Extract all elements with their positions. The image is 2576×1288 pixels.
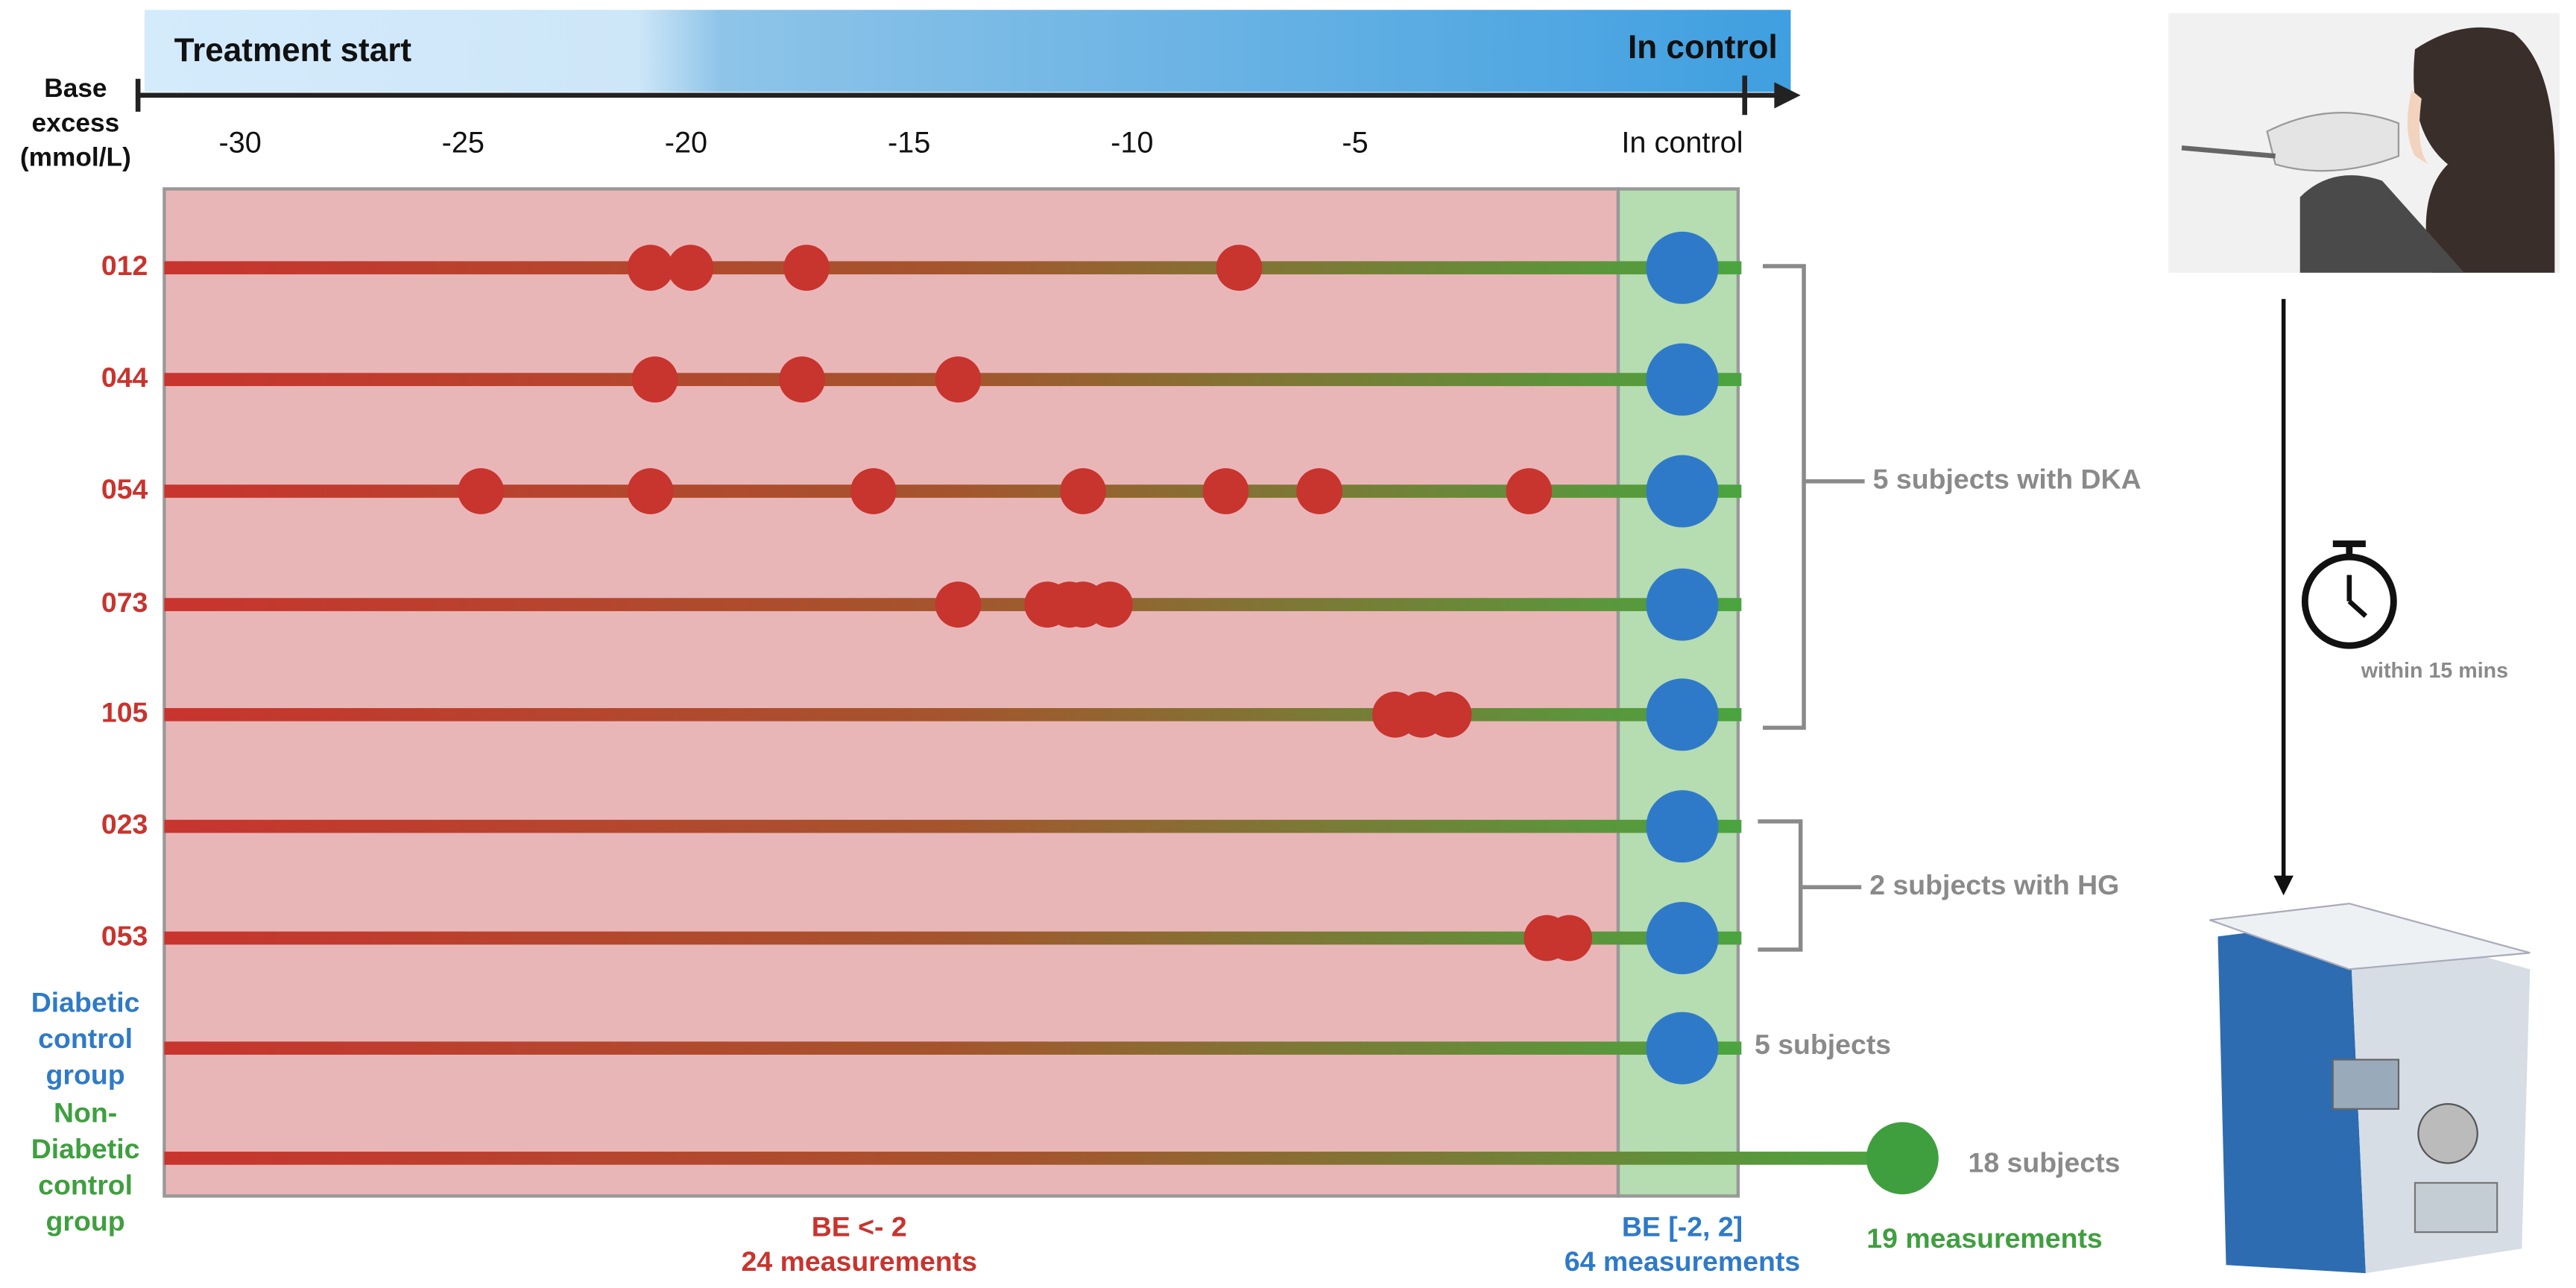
axis-label-box: Base excess (mmol/L) (19, 75, 131, 173)
x-tick-label: -10 (1111, 126, 1153, 159)
control-point (1646, 231, 1719, 304)
x-tick-label: -30 (218, 126, 261, 159)
measurement (627, 244, 674, 291)
x-tick-label: -25 (442, 126, 484, 159)
row-label: 012 (101, 250, 148, 281)
timeline (164, 484, 1742, 498)
footer-label: BE <- 2 (812, 1211, 907, 1243)
measurement (1060, 468, 1106, 514)
breath-illustration (2168, 13, 2560, 273)
bracket (1758, 819, 1862, 952)
control-point (1646, 568, 1719, 641)
x-tick-label: -20 (665, 126, 707, 159)
control-point (1646, 678, 1719, 751)
bracket-label: 2 subjects with HG (1869, 869, 2119, 900)
row-label: 105 (101, 697, 148, 728)
footer-label: 19 measurements (1866, 1222, 2102, 1254)
bracket-label: 5 subjects (1755, 1029, 1891, 1060)
timeline (164, 931, 1742, 945)
timeline (164, 707, 1742, 722)
row-label: 053 (101, 920, 148, 951)
measurement (779, 356, 825, 402)
measurement (1425, 691, 1472, 738)
group-diabetic: Diabetic control group (31, 987, 140, 1091)
timeline (164, 1152, 1903, 1165)
control-label: In control (1621, 126, 1743, 159)
axis-label: Base excess (mmol/L) (19, 75, 131, 173)
control-point (1866, 1122, 1939, 1195)
row-label: 073 (101, 587, 148, 618)
measurement (1202, 468, 1249, 514)
measurement (1546, 915, 1593, 962)
timeline (164, 261, 1742, 275)
bracket-label: 5 subjects with DKA (1873, 464, 2141, 495)
timer-label: within 15 mins (2361, 659, 2508, 683)
measurement (458, 468, 505, 514)
measurement (935, 356, 982, 402)
footer-label: 64 measurements (1565, 1246, 1800, 1277)
bracket (1762, 264, 1865, 730)
timeline (164, 1041, 1742, 1055)
control-point (1646, 343, 1719, 416)
group-non-diabetic: Non-Diabetic control group (31, 1097, 140, 1237)
banner-start: Treatment start (174, 32, 412, 69)
measurement (935, 581, 982, 628)
row-label: 023 (101, 809, 148, 840)
measurement (1087, 581, 1133, 628)
x-tick-label: -5 (1342, 126, 1368, 159)
measurement (1296, 468, 1342, 514)
measurement (783, 244, 830, 291)
footer-label: BE [-2, 2] (1622, 1211, 1743, 1243)
row-label: 054 (101, 473, 148, 505)
measurement (850, 468, 897, 514)
measurement (1216, 244, 1263, 291)
footer-label: 24 measurements (742, 1246, 977, 1277)
red-region (162, 187, 1620, 1198)
stopwatch-icon (2301, 540, 2397, 649)
group-box: Non-Diabetic control group (31, 1097, 140, 1237)
control-point (1646, 1011, 1719, 1085)
measurement (667, 244, 714, 291)
flow-arrow-head (2273, 875, 2294, 896)
control-point (1646, 790, 1719, 863)
group-box: Diabetic control group (31, 987, 140, 1091)
axis-arrow (1774, 82, 1801, 109)
timeline (164, 819, 1742, 833)
control-point (1646, 902, 1719, 975)
banner (144, 10, 1791, 92)
measurement (631, 356, 678, 402)
measurement (1506, 468, 1553, 514)
banner-end: In control (1628, 29, 1778, 66)
bracket-label: 18 subjects (1968, 1147, 2120, 1178)
control-point (1646, 455, 1719, 528)
measurement (627, 468, 674, 514)
x-tick-label: -15 (888, 126, 930, 159)
row-label: 044 (101, 362, 148, 393)
mass-spectrometer (2209, 903, 2531, 1274)
